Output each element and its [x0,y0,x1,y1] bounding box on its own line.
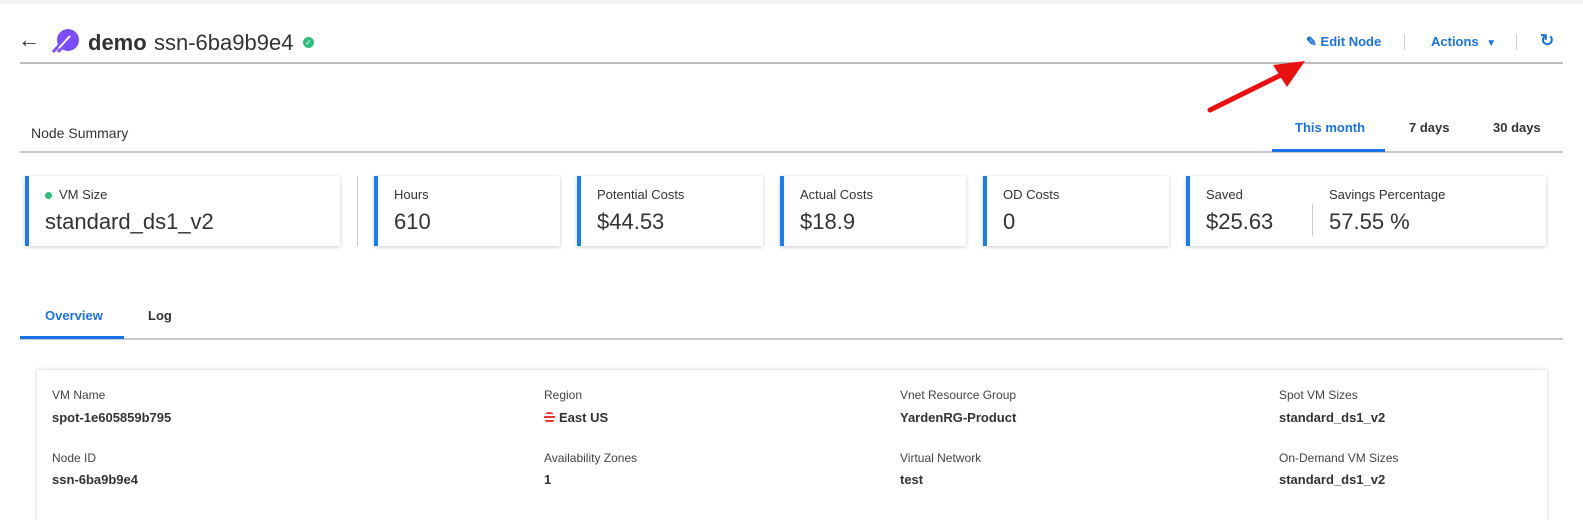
card-value: $44.53 [597,209,665,234]
detail-label: Virtual Network [900,451,982,465]
detail-value: East US [544,410,608,425]
header-divider [20,62,1563,64]
range-tab-30-days[interactable]: 30 days [1493,120,1541,135]
active-tab-indicator [20,336,124,339]
detail-value: test [900,472,924,487]
divider [1404,34,1405,50]
detail-label: Region [544,388,583,402]
region-value: East US [559,410,609,425]
status-check-icon: ✓ [303,37,314,48]
tab-overview[interactable]: Overview [45,308,103,323]
detail-value: standard_ds1_v2 [1279,472,1386,487]
details-panel: VM Name spot-1e605859b795 Region East US… [37,370,1547,520]
active-range-indicator [1272,149,1385,152]
summary-divider [20,151,1563,153]
card-value: $25.63 [1206,209,1274,234]
card-label: OD Costs [1003,187,1060,202]
detail-label: Vnet Resource Group [900,388,1017,402]
detail-value: standard_ds1_v2 [1279,410,1386,425]
card-value: $18.9 [800,209,856,234]
annotation-arrow-icon [1207,61,1305,113]
card-potential-costs: Potential Costs $44.53 [577,176,763,246]
card-vm-size: VM Size standard_ds1_v2 [25,176,340,246]
tab-log[interactable]: Log [148,308,172,323]
card-od-costs: OD Costs 0 [983,176,1169,246]
node-id-title: ssn-6ba9b9e4 [154,30,294,55]
top-bar [0,0,1583,4]
detail-label: Availability Zones [544,451,638,465]
card-label: Saved [1206,187,1243,202]
section-title: Node Summary [31,125,129,141]
actions-dropdown[interactable]: Actions ▼ [1431,34,1497,49]
detail-label: Node ID [52,451,97,465]
card-label: Savings Percentage [1329,187,1446,202]
detail-value: 1 [544,472,552,487]
range-tab-7-days[interactable]: 7 days [1409,120,1450,135]
card-value: 0 [1003,209,1016,234]
tabs-divider [20,338,1563,340]
card-label: Potential Costs [597,187,685,202]
card-label: Hours [394,187,429,202]
status-dot-icon [45,192,52,199]
detail-label: On-Demand VM Sizes [1279,451,1399,465]
range-tab-this-month[interactable]: This month [1295,120,1366,135]
detail-label: VM Name [52,388,106,402]
card-value: standard_ds1_v2 [45,209,214,234]
divider [1516,34,1517,50]
refresh-icon[interactable]: ↻ [1540,31,1555,50]
card-savings: Saved $25.63 Savings Percentage 57.55 % [1186,176,1546,246]
logo-icon [51,29,79,54]
vm-name-link[interactable]: spot-1e605859b795 [52,410,172,425]
page-title: demo [88,30,147,55]
card-actual-costs: Actual Costs $18.9 [780,176,966,246]
us-flag-icon [544,412,555,423]
card-label: Actual Costs [800,187,873,202]
divider [357,176,358,246]
back-button[interactable]: ← [18,27,40,52]
card-label: VM Size [59,187,108,202]
card-value: 57.55 % [1329,209,1410,234]
divider [1312,204,1313,236]
detail-value: ssn-6ba9b9e4 [52,472,138,487]
detail-value: YardenRG-Product [900,410,1017,425]
pencil-icon: ✎ [1306,34,1317,49]
edit-node-button[interactable]: ✎ Edit Node [1306,34,1382,49]
caret-down-icon: ▼ [1486,38,1497,49]
card-value: 610 [394,209,431,234]
detail-label: Spot VM Sizes [1279,388,1358,402]
card-hours: Hours 610 [374,176,560,246]
